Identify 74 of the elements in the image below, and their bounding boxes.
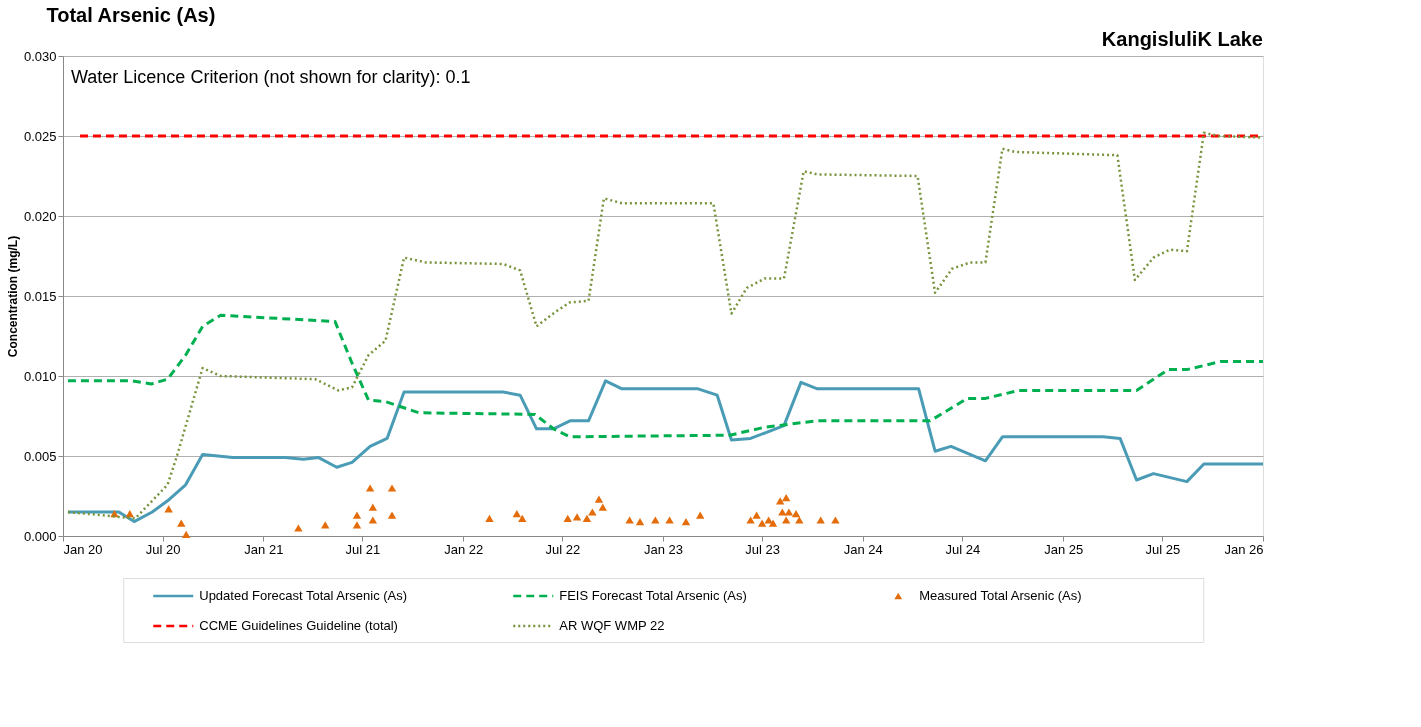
point	[177, 519, 186, 527]
point	[387, 484, 397, 492]
point	[164, 505, 173, 513]
point	[352, 521, 362, 529]
x-tick-label: Jul 25	[1145, 541, 1181, 557]
point	[181, 530, 191, 539]
point	[816, 516, 825, 524]
point	[781, 493, 791, 502]
point	[572, 513, 582, 521]
point	[752, 511, 761, 519]
y-tick-label: 0.005	[23, 448, 57, 464]
y-tick-label: 0.025	[23, 128, 57, 144]
x-tick-label: Jan 26	[1224, 541, 1264, 557]
legend-label: Measured Total Arsenic (As)	[919, 588, 1082, 603]
point	[784, 508, 794, 516]
point	[775, 497, 785, 505]
point	[764, 516, 773, 524]
x-tick-label: Jan 23	[643, 541, 684, 557]
point	[598, 503, 607, 511]
point	[681, 517, 691, 526]
point	[696, 511, 705, 519]
legend-label: Updated Forecast Total Arsenic (As)	[199, 588, 408, 603]
point	[757, 519, 767, 527]
y-tick-label: 0.015	[23, 288, 57, 304]
point	[125, 509, 134, 518]
point	[321, 521, 330, 529]
x-tick-label: Jan 25	[1044, 541, 1084, 557]
x-tick-label: Jul 21	[345, 541, 381, 557]
point	[365, 484, 375, 492]
x-tick-label: Jul 24	[945, 541, 981, 557]
point	[665, 516, 674, 524]
point	[594, 495, 604, 503]
x-tick-label: Jan 24	[843, 541, 883, 557]
line-series	[66, 313, 1263, 439]
legend-label: AR WQF WMP 22	[559, 618, 665, 633]
point	[368, 516, 378, 524]
point	[651, 516, 660, 524]
x-tick-label: Jul 22	[545, 541, 581, 557]
point	[352, 511, 362, 519]
x-tick-label: Jan 20	[63, 541, 103, 557]
point	[795, 516, 804, 524]
point	[368, 503, 378, 511]
point	[485, 514, 494, 523]
y-tick-label: 0.010	[23, 368, 57, 384]
legend-label: CCME Guidelines Guideline (total)	[199, 618, 398, 633]
chart-title: Total Arsenic (As)	[46, 4, 216, 26]
y-tick-label: 0.030	[23, 48, 57, 64]
point	[563, 514, 572, 523]
y-axis-title: Concentration (mg/L)	[5, 235, 20, 358]
x-tick-label: Jan 21	[244, 541, 284, 557]
point	[512, 509, 522, 518]
y-tick-label: 0.020	[23, 208, 57, 224]
point	[768, 519, 778, 527]
point	[778, 508, 787, 516]
point	[831, 516, 840, 524]
text: KangisluliK Lake	[1101, 28, 1263, 50]
point	[588, 508, 597, 516]
point	[746, 516, 755, 524]
line-series	[66, 131, 1263, 520]
legend-label: FEIS Forecast Total Arsenic (As)	[559, 588, 747, 603]
annotation: Water Licence Criterion (not shown for clarity): 0.1	[71, 67, 471, 87]
point	[781, 516, 791, 524]
point	[625, 516, 634, 524]
point	[294, 524, 303, 532]
point	[791, 509, 801, 518]
x-tick-label: Jul 23	[745, 541, 780, 557]
x-tick-label: Jan 22	[444, 541, 484, 557]
point	[387, 511, 397, 519]
line-series	[66, 379, 1263, 524]
point	[518, 514, 527, 523]
point	[582, 514, 592, 523]
point	[635, 517, 645, 526]
y-tick-label: 0.000	[23, 528, 57, 544]
x-tick-label: Jul 20	[145, 541, 181, 557]
